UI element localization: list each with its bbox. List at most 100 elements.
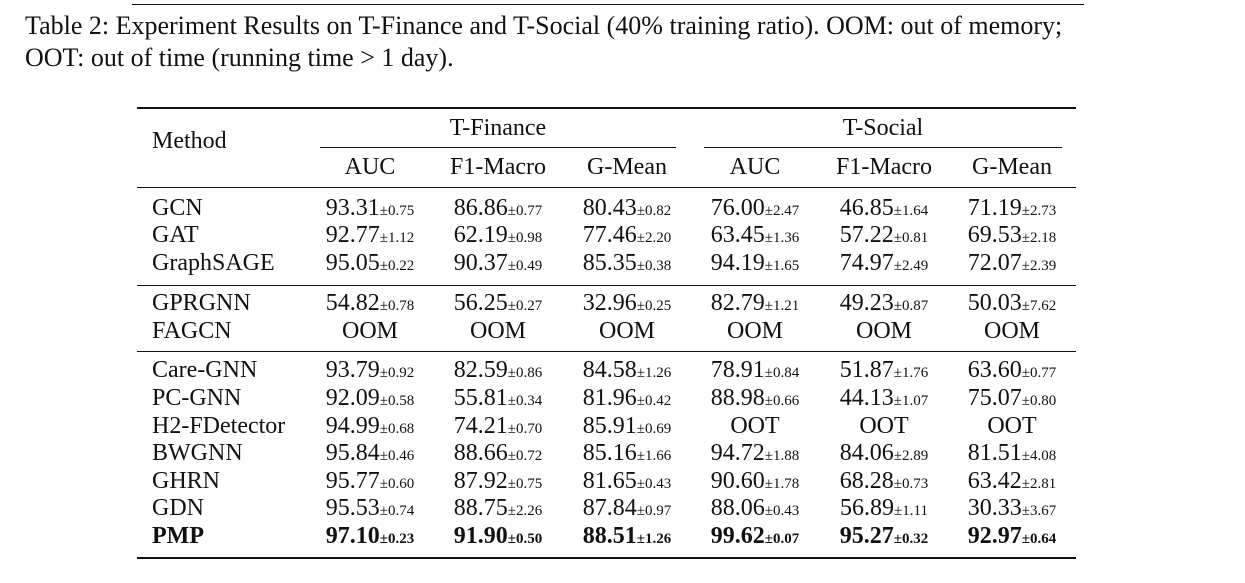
result-std: ±0.22	[379, 258, 415, 274]
result-cell: OOM	[470, 317, 526, 345]
result-mean: 81.96	[582, 385, 637, 411]
method-name: GHRN	[152, 468, 221, 494]
result-std: ±1.11	[894, 503, 928, 519]
result-mean: OOT	[987, 413, 1037, 439]
result-std: ±2.47	[764, 203, 800, 219]
result-cell: 88.66±0.72	[454, 439, 542, 470]
result-cell: 91.90±0.50	[454, 522, 542, 553]
result-std: ±0.60	[379, 476, 415, 492]
result-mean: OOM	[341, 318, 399, 344]
result-mean: OOM	[855, 318, 913, 344]
metric-header-auc: AUC	[729, 154, 781, 180]
result-cell: 50.03±7.62	[968, 289, 1056, 320]
result-mean: 92.77	[325, 222, 380, 248]
result-mean: 94.72	[710, 440, 765, 466]
result-cell: 54.82±0.78	[326, 289, 414, 320]
result-std: ±0.74	[379, 503, 415, 519]
result-mean: 86.86	[453, 195, 508, 221]
caption-line-1: Table 2: Experiment Results on T-Finance…	[25, 11, 1063, 40]
result-cell: 87.84±0.97	[583, 494, 671, 525]
result-mean: 81.51	[967, 440, 1022, 466]
result-std: ±0.81	[893, 230, 929, 246]
result-cell: 49.23±0.87	[840, 289, 928, 320]
result-cell: 30.33±3.67	[968, 494, 1056, 525]
result-std: ±3.67	[1021, 503, 1057, 519]
result-mean: 91.90	[453, 523, 508, 549]
result-mean: 92.09	[325, 385, 380, 411]
result-cell: 95.53±0.74	[326, 494, 414, 525]
result-mean: 97.10	[325, 523, 380, 549]
metric-header-auc: AUC	[344, 154, 396, 180]
result-std: ±0.78	[379, 298, 415, 314]
result-std: ±1.12	[379, 230, 415, 246]
table-top-rule	[137, 107, 1076, 109]
result-mean: 49.23	[839, 290, 894, 316]
result-cell: 56.25±0.27	[454, 289, 542, 320]
result-cell: 94.99±0.68	[326, 412, 414, 443]
result-std: ±0.77	[1021, 365, 1057, 381]
result-std: ±0.72	[507, 448, 543, 464]
result-std: ±1.66	[636, 448, 672, 464]
method-name: GDN	[152, 495, 204, 521]
result-std: ±0.43	[636, 476, 672, 492]
group-rule-t-finance	[320, 147, 676, 148]
result-std: ±0.64	[1021, 531, 1057, 547]
metric-header-f1-macro: F1-Macro	[450, 154, 546, 180]
result-cell: 95.84±0.46	[326, 439, 414, 470]
method-name: GCN	[152, 195, 203, 221]
result-mean: 90.37	[453, 250, 508, 276]
result-cell: 88.75±2.26	[454, 494, 542, 525]
result-mean: 54.82	[325, 290, 380, 316]
result-cell: 90.60±1.78	[711, 467, 799, 498]
result-mean: 63.45	[710, 222, 765, 248]
group-rule-t-social	[704, 147, 1062, 148]
method-name: PMP	[152, 523, 204, 549]
result-std: ±0.75	[379, 203, 415, 219]
result-mean: 92.97	[967, 523, 1022, 549]
result-mean: OOM	[598, 318, 656, 344]
result-mean: 82.59	[453, 357, 508, 383]
result-cell: 84.06±2.89	[840, 439, 928, 470]
result-std: ±1.64	[893, 203, 929, 219]
result-cell: 95.77±0.60	[326, 467, 414, 498]
result-cell: OOT	[730, 412, 779, 440]
result-std: ±1.76	[893, 365, 929, 381]
result-std: ±1.78	[764, 476, 800, 492]
result-cell: 69.53±2.18	[968, 221, 1056, 252]
result-mean: OOM	[726, 318, 784, 344]
result-cell: 68.28±0.73	[840, 467, 928, 498]
result-mean: 71.19	[967, 195, 1022, 221]
result-mean: 93.31	[325, 195, 380, 221]
result-cell: 93.79±0.92	[326, 356, 414, 387]
result-cell: 97.10±0.23	[326, 522, 414, 553]
result-mean: 51.87	[839, 357, 894, 383]
result-cell: 93.31±0.75	[326, 194, 414, 225]
metric-header-g-mean: G-Mean	[587, 154, 667, 180]
result-std: ±0.34	[507, 393, 543, 409]
result-cell: 63.42±2.81	[968, 467, 1056, 498]
result-mean: 85.35	[582, 250, 637, 276]
result-cell: OOT	[859, 412, 908, 440]
result-mean: 69.53	[967, 222, 1022, 248]
result-cell: 81.51±4.08	[968, 439, 1056, 470]
result-mean: 84.06	[839, 440, 894, 466]
result-mean: 80.43	[582, 195, 637, 221]
result-std: ±0.49	[507, 258, 543, 274]
result-mean: 85.16	[582, 440, 637, 466]
caption-line-2: OOT: out of time (running time > 1 day).	[25, 43, 454, 72]
method-column-header: Method	[152, 128, 227, 154]
result-std: ±1.65	[764, 258, 800, 274]
result-std: ±0.92	[379, 365, 415, 381]
result-cell: OOM	[342, 317, 398, 345]
result-cell: 71.19±2.73	[968, 194, 1056, 225]
result-std: ±0.77	[507, 203, 543, 219]
method-name: GPRGNN	[152, 290, 251, 316]
result-mean: 44.13	[839, 385, 894, 411]
result-cell: 94.72±1.88	[711, 439, 799, 470]
header-bottom-rule	[137, 187, 1076, 188]
method-name: BWGNN	[152, 440, 243, 466]
result-mean: 81.65	[582, 468, 637, 494]
metric-header-g-mean: G-Mean	[972, 154, 1052, 180]
result-std: ±7.62	[1021, 298, 1057, 314]
method-name: GAT	[152, 222, 199, 248]
